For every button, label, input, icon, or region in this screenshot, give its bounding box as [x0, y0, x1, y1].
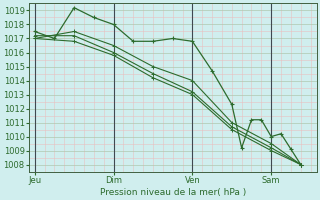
X-axis label: Pression niveau de la mer( hPa ): Pression niveau de la mer( hPa ): [100, 188, 246, 197]
